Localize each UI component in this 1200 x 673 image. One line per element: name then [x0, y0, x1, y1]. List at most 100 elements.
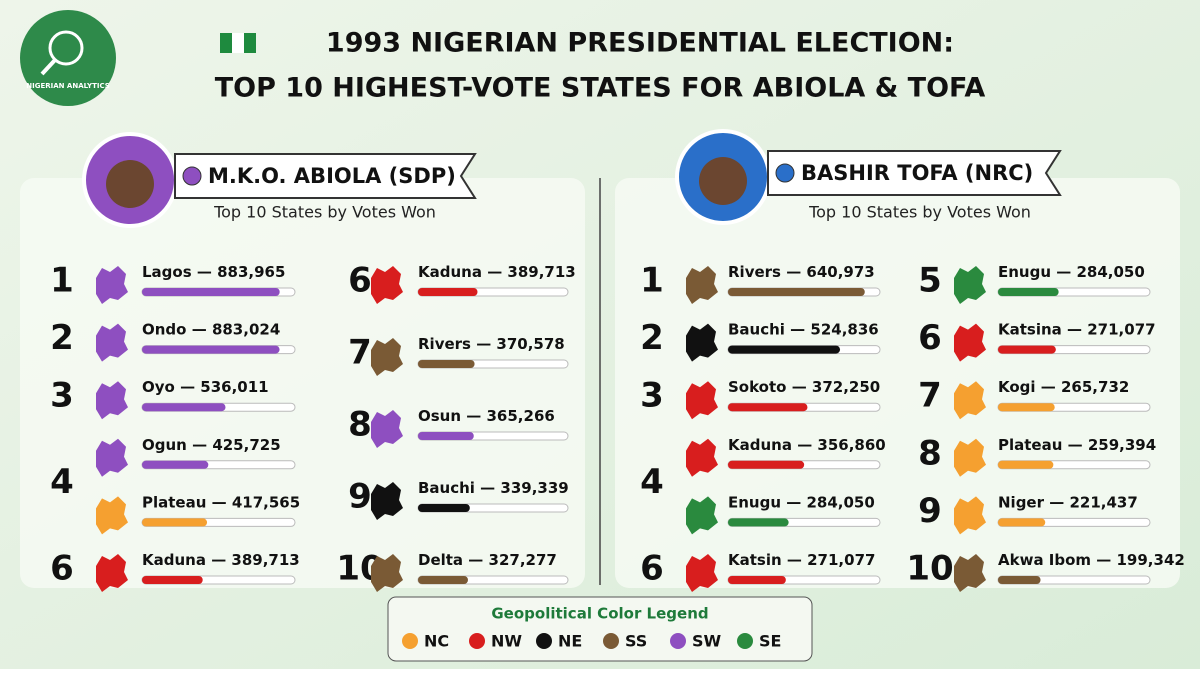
state-map: [96, 266, 128, 304]
subtitle: Top 10 States by Votes Won: [213, 203, 436, 222]
state-label: Plateau — 417,565: [142, 493, 300, 511]
logo: [20, 10, 116, 106]
bar: [418, 576, 468, 584]
legend-label: SW: [692, 632, 722, 651]
bar: [142, 576, 203, 584]
party-dot: [775, 163, 795, 183]
state-label: Lagos — 883,965: [142, 263, 285, 281]
name-banner: [767, 150, 1062, 196]
legend-box: [387, 596, 813, 662]
votes: 265,732: [1061, 378, 1129, 396]
rank: 6: [918, 318, 942, 358]
state-name: Oyo: [142, 378, 175, 396]
state-label: Ondo — 883,024: [142, 320, 280, 338]
bar: [998, 288, 1059, 296]
bar: [418, 504, 470, 512]
rank: 2: [50, 318, 74, 358]
legend-swatch: [469, 633, 485, 649]
party-dot: [182, 166, 202, 186]
title: TOP 10 HIGHEST-VOTE STATES FOR ABIOLA & …: [215, 73, 986, 104]
rank: 7: [348, 333, 372, 373]
bar: [418, 288, 478, 296]
state-map: [371, 410, 403, 448]
state-map: [371, 266, 403, 304]
legend-swatch: [603, 633, 619, 649]
votes: 271,077: [1087, 320, 1155, 338]
state-label: Enugu — 284,050: [998, 263, 1145, 281]
state-name: Delta: [418, 551, 463, 569]
state-name: Niger: [998, 493, 1045, 511]
state-map: [686, 496, 718, 535]
votes: 389,713: [507, 263, 575, 281]
state-name: Sokoto: [728, 378, 786, 396]
state-name: Plateau: [998, 435, 1062, 453]
state-map: [96, 496, 128, 535]
legend-title: Geopolitical Color Legend: [491, 605, 708, 623]
flag: [244, 33, 256, 53]
legend-swatch: [737, 633, 753, 649]
state-name: Kogi: [998, 378, 1036, 396]
rank: 5: [918, 261, 942, 301]
title: 1993 NIGERIAN PRESIDENTIAL ELECTION:: [326, 28, 954, 59]
state-label: Niger — 221,437: [998, 493, 1138, 511]
legend-label: NW: [491, 632, 522, 651]
rank: 9: [348, 477, 372, 517]
state-name: Bauchi: [728, 320, 785, 338]
state-label: Kaduna — 356,860: [728, 435, 886, 453]
state-map: [371, 554, 403, 592]
state-label: Kaduna — 389,713: [142, 551, 300, 569]
state-name: Ondo: [142, 320, 186, 338]
flag: [220, 33, 232, 53]
bar: [998, 518, 1046, 527]
candidate-name: BASHIR TOFA (NRC): [801, 161, 1033, 185]
votes: 199,342: [1117, 551, 1185, 569]
state-name: Ogun: [142, 435, 187, 453]
state-label: Rivers — 370,578: [418, 335, 565, 353]
votes: 271,077: [807, 551, 875, 569]
legend-label: SS: [625, 632, 647, 651]
legend-label: NE: [558, 632, 582, 651]
bar: [728, 460, 805, 469]
state-label: Plateau — 259,394: [998, 435, 1156, 453]
state-label: Bauchi — 524,836: [728, 320, 879, 338]
brand: NIGERIAN ANALYTICS: [26, 82, 110, 90]
rank: 3: [50, 376, 74, 416]
logo-icon: [48, 30, 84, 66]
state-name: Osun: [418, 407, 461, 425]
rank: 2: [640, 318, 664, 358]
state-map: [954, 554, 986, 592]
state-name: Katsina: [998, 320, 1062, 338]
state-label: Ogun — 425,725: [142, 435, 281, 453]
legend-label: NC: [424, 632, 449, 651]
state-map: [686, 266, 718, 304]
votes: 640,973: [806, 263, 874, 281]
state-label: Kogi — 265,732: [998, 378, 1129, 396]
state-name: Akwa Ibom: [998, 551, 1091, 569]
logo-icon: [40, 58, 57, 76]
rank: 8: [348, 405, 372, 445]
state-name: Kaduna: [142, 551, 206, 569]
state-name: Rivers: [728, 263, 781, 281]
state-map: [954, 438, 986, 477]
votes: 372,250: [812, 378, 880, 396]
bar: [998, 345, 1056, 354]
votes: 883,024: [212, 320, 280, 338]
votes: 370,578: [496, 335, 564, 353]
votes: 425,725: [212, 435, 280, 453]
state-map: [96, 323, 128, 362]
rank: 4: [640, 462, 664, 502]
legend-swatch: [670, 633, 686, 649]
state-map: [371, 338, 403, 376]
bar: [142, 288, 280, 296]
state-name: Katsin: [728, 551, 782, 569]
state-map: [371, 482, 403, 520]
rank: 7: [918, 376, 942, 416]
portrait-face: [699, 157, 747, 205]
bar: [728, 345, 841, 354]
state-label: Akwa Ibom — 199,342: [998, 551, 1185, 569]
flag: [232, 33, 244, 53]
state-name: Enugu: [728, 493, 781, 511]
name-banner: [174, 153, 477, 199]
legend-label: SE: [759, 632, 781, 651]
votes: 259,394: [1088, 435, 1156, 453]
